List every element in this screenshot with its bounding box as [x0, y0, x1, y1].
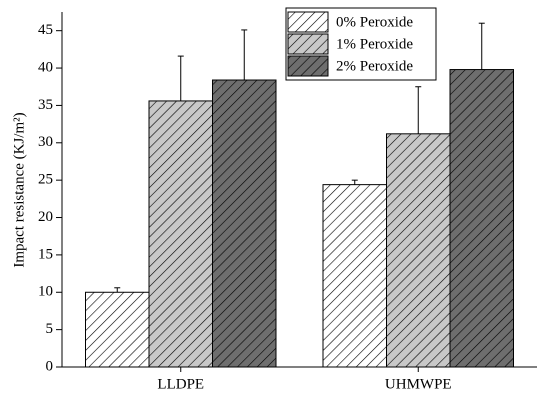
y-tick-label: 20 [38, 209, 53, 225]
y-tick-label: 35 [38, 97, 53, 113]
bar [85, 291, 150, 368]
error-bar [114, 287, 121, 293]
y-axis-label: Impact resistance (KJ/m²) [11, 112, 27, 267]
bar [386, 133, 451, 368]
bar [322, 184, 387, 368]
legend-label: 2% Peroxide [336, 58, 413, 74]
y-tick-label: 30 [38, 134, 53, 150]
error-bar [415, 86, 422, 134]
legend-label: 1% Peroxide [336, 36, 413, 52]
legend-swatch [287, 11, 329, 33]
y-tick-label: 0 [46, 358, 54, 374]
error-bar [478, 22, 485, 70]
x-tick-label: LLDPE [157, 376, 204, 392]
y-tick-label: 45 [38, 22, 53, 38]
legend-swatch [287, 33, 329, 55]
y-tick-label: 10 [38, 284, 53, 300]
error-bar [241, 29, 248, 81]
bar [449, 69, 514, 368]
error-bar [351, 179, 358, 185]
legend-label: 0% Peroxide [336, 14, 413, 30]
bar [212, 79, 277, 368]
y-tick-label: 40 [38, 59, 53, 75]
bar [148, 100, 213, 368]
error-bar [177, 55, 184, 101]
x-tick-label: UHMWPE [385, 376, 452, 392]
y-tick-label: 15 [38, 246, 53, 262]
legend-swatch [287, 55, 329, 77]
y-tick-label: 5 [46, 321, 54, 337]
y-tick-label: 25 [38, 172, 53, 188]
